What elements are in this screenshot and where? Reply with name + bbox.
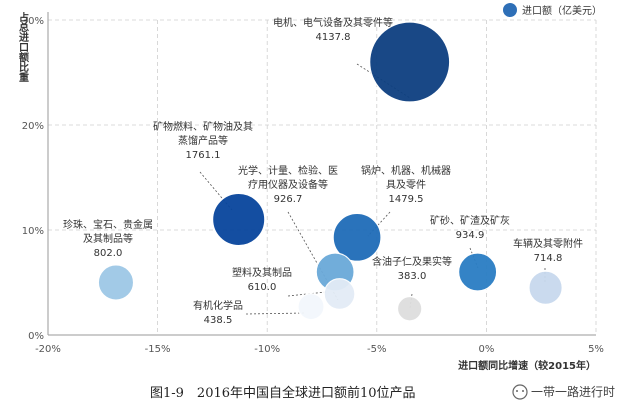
- bubble: [323, 278, 356, 311]
- bubble-name: 疗用仪器及设备等: [248, 178, 328, 191]
- bubble-value: 714.8: [534, 253, 563, 264]
- bubble-name: 含油子仁及果实等: [372, 255, 452, 268]
- bubble-value: 438.5: [204, 315, 233, 326]
- bubble-name: 珍珠、宝石、贵金属: [63, 218, 153, 231]
- y-axis-title: 占总进口额比重: [17, 11, 29, 82]
- bubble-value: 1761.1: [186, 150, 221, 161]
- bubble-name: 及其制品等: [83, 232, 133, 245]
- y-tick-label: 10%: [22, 226, 44, 237]
- watermark: 一带一路进行时: [512, 384, 615, 400]
- x-tick-label: -15%: [145, 344, 171, 355]
- leader-line: [245, 312, 306, 315]
- bubble-value: 610.0: [248, 282, 277, 293]
- bubble-name: 矿砂、矿渣及矿灰: [430, 214, 510, 227]
- x-tick-label: -10%: [254, 344, 280, 355]
- bubble-name: 车辆及其零附件: [513, 237, 583, 250]
- x-tick-label: 5%: [588, 344, 604, 355]
- bubble: [332, 212, 382, 262]
- bubble-name: 蒸馏产品等: [178, 134, 228, 147]
- figure-caption: 图1-9 2016年中国自全球进口额前10位产品: [150, 385, 416, 401]
- watermark-text: 一带一路进行时: [531, 384, 615, 399]
- bubble-name: 塑料及其制品: [232, 266, 292, 279]
- bubble: [458, 252, 498, 292]
- bubble-value: 934.9: [456, 230, 485, 241]
- bubble-name: 有机化学品: [193, 299, 243, 312]
- x-tick-label: -5%: [367, 344, 386, 355]
- bubble: [528, 270, 563, 305]
- wechat-icon: [512, 384, 528, 400]
- y-tick-label: 0%: [28, 331, 44, 342]
- x-tick-label: 0%: [478, 344, 494, 355]
- bubble-value: 1479.5: [389, 194, 424, 205]
- wechat-icon-dot: [516, 390, 518, 392]
- bubble-value: 4137.8: [316, 32, 351, 43]
- wechat-icon-dot: [522, 390, 524, 392]
- bubble-value: 802.0: [94, 248, 123, 259]
- bubble: [212, 192, 266, 247]
- legend-marker: [503, 3, 517, 17]
- y-tick-label: 30%: [22, 16, 44, 27]
- legend-label: 进口额（亿美元）: [522, 4, 602, 17]
- bubble-value: 383.0: [398, 271, 427, 282]
- legend: 进口额（亿美元）: [503, 3, 602, 17]
- bubble: [297, 293, 325, 321]
- bubble-name: 锅炉、机器、机械器: [361, 164, 451, 177]
- bubbles: [97, 21, 563, 322]
- bubble-name: 具及零件: [386, 179, 426, 191]
- axes: 0% 10% 20% 30% -20% -15% -10% -5% 0% 5%: [22, 12, 604, 355]
- leader-line: [367, 211, 391, 237]
- x-tick-label: -20%: [35, 344, 61, 355]
- bubble-name: 光学、计量、检验、医: [238, 164, 338, 177]
- bubble-name: 电机、电气设备及其零件等: [273, 16, 393, 29]
- bubble-name: 矿物燃料、矿物油及其: [153, 120, 253, 133]
- x-axis-title: 进口额同比增速（较2015年）: [458, 359, 596, 372]
- bubble: [97, 264, 135, 301]
- bubble: [396, 295, 423, 322]
- bubble-value: 926.7: [274, 194, 303, 205]
- y-tick-label: 20%: [22, 121, 44, 132]
- bubble: [369, 21, 451, 103]
